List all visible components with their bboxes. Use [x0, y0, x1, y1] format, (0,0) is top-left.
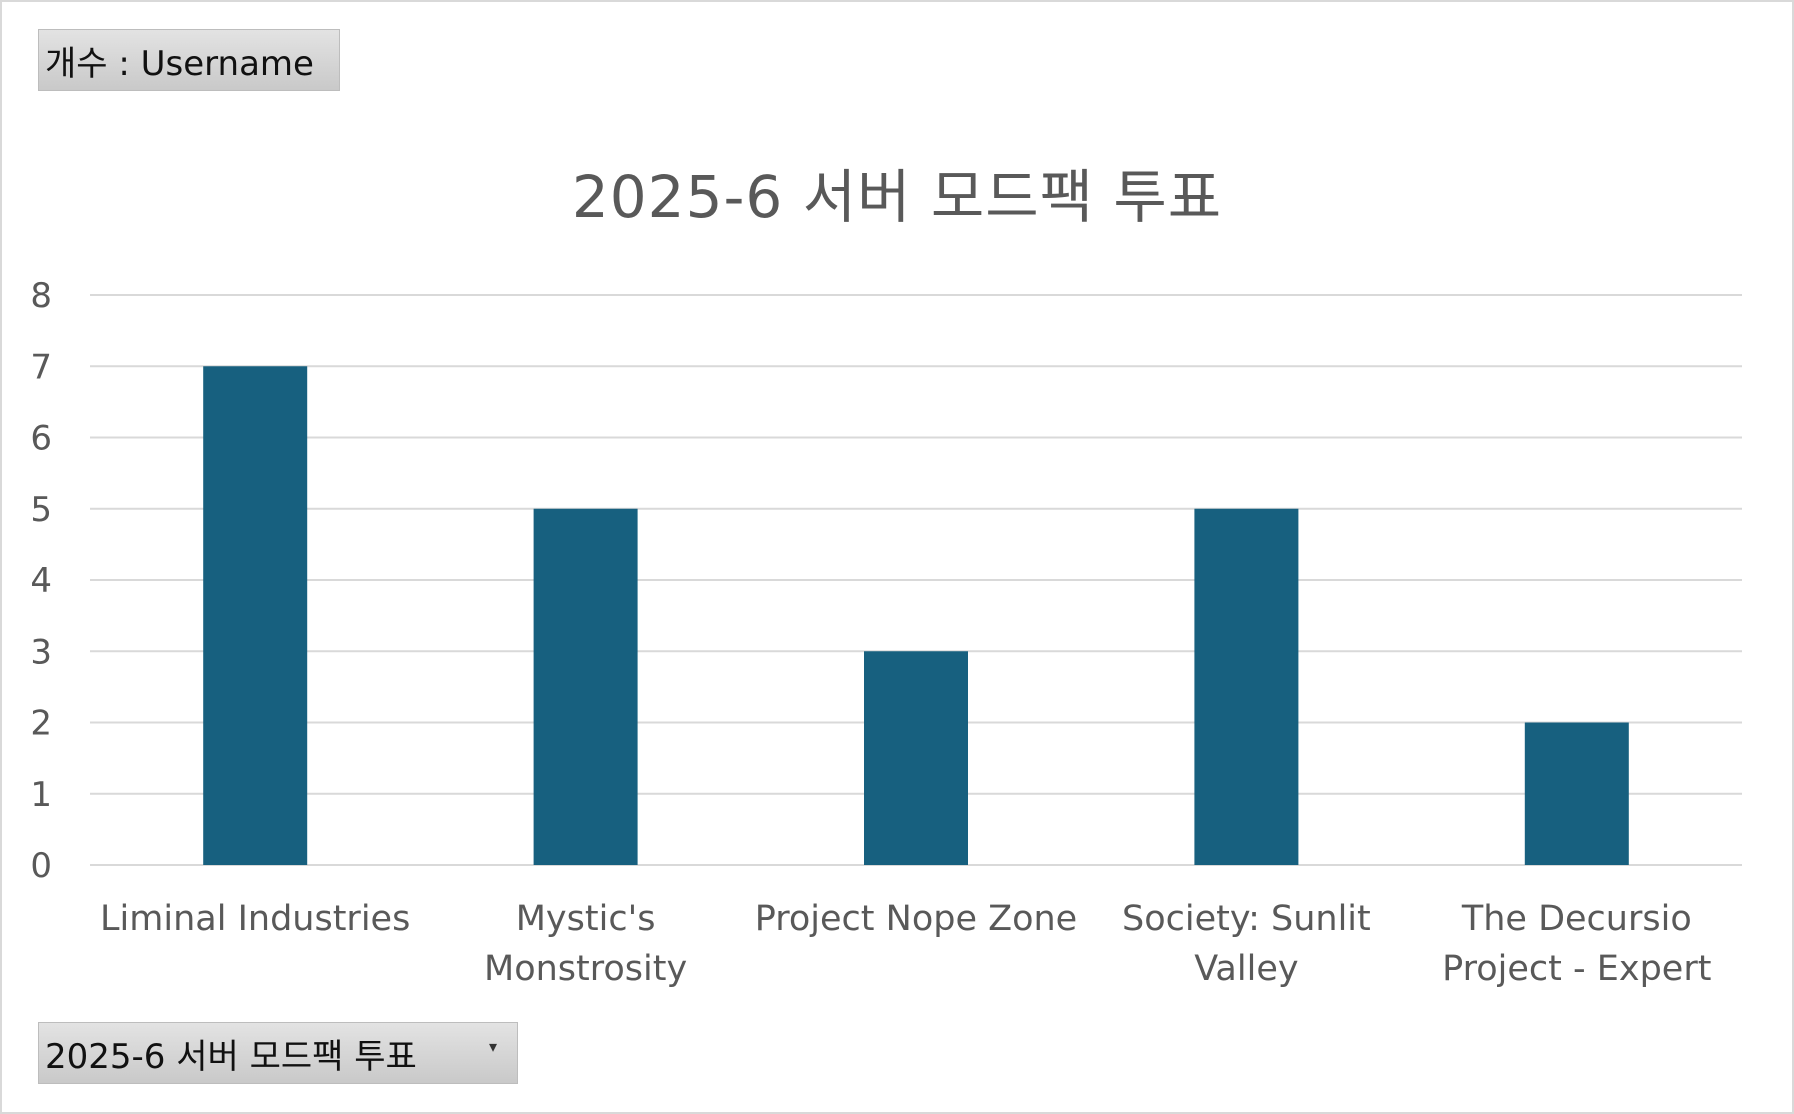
- bar[interactable]: [203, 366, 308, 865]
- filter-field-button[interactable]: 2025-6 서버 모드팩 투표 ▾: [38, 1022, 518, 1084]
- filter-field-label: 2025-6 서버 모드팩 투표: [45, 1036, 417, 1077]
- y-tick-label: 4: [30, 561, 52, 601]
- y-tick-label: 8: [30, 276, 52, 316]
- x-tick-label: Valley: [1194, 949, 1298, 989]
- y-tick-label: 7: [30, 347, 52, 387]
- x-tick-label: Project Nope Zone: [755, 899, 1077, 939]
- chevron-down-icon[interactable]: ▾: [488, 1037, 497, 1056]
- x-tick-label: Mystic's: [516, 899, 656, 939]
- y-tick-label: 3: [30, 632, 52, 672]
- y-tick-label: 2: [30, 704, 52, 744]
- x-tick-label: Society: Sunlit: [1122, 899, 1371, 939]
- y-tick-label: 5: [30, 490, 52, 530]
- x-tick-label: Liminal Industries: [100, 899, 410, 939]
- bar[interactable]: [864, 651, 968, 865]
- y-tick-label: 6: [30, 419, 52, 459]
- bar[interactable]: [1524, 722, 1629, 866]
- x-tick-label: The Decursio: [1461, 899, 1692, 939]
- value-field-button[interactable]: 개수 : Username: [38, 29, 340, 91]
- x-tick-label: Project - Expert: [1442, 949, 1711, 989]
- value-field-label: 개수 : Username: [45, 43, 314, 84]
- chart-title: 2025-6 서버 모드팩 투표: [571, 163, 1223, 231]
- bar[interactable]: [533, 508, 638, 865]
- bar[interactable]: [1194, 508, 1299, 865]
- y-tick-label: 1: [30, 775, 52, 815]
- y-tick-label: 0: [30, 846, 52, 886]
- x-tick-label: Monstrosity: [484, 949, 687, 989]
